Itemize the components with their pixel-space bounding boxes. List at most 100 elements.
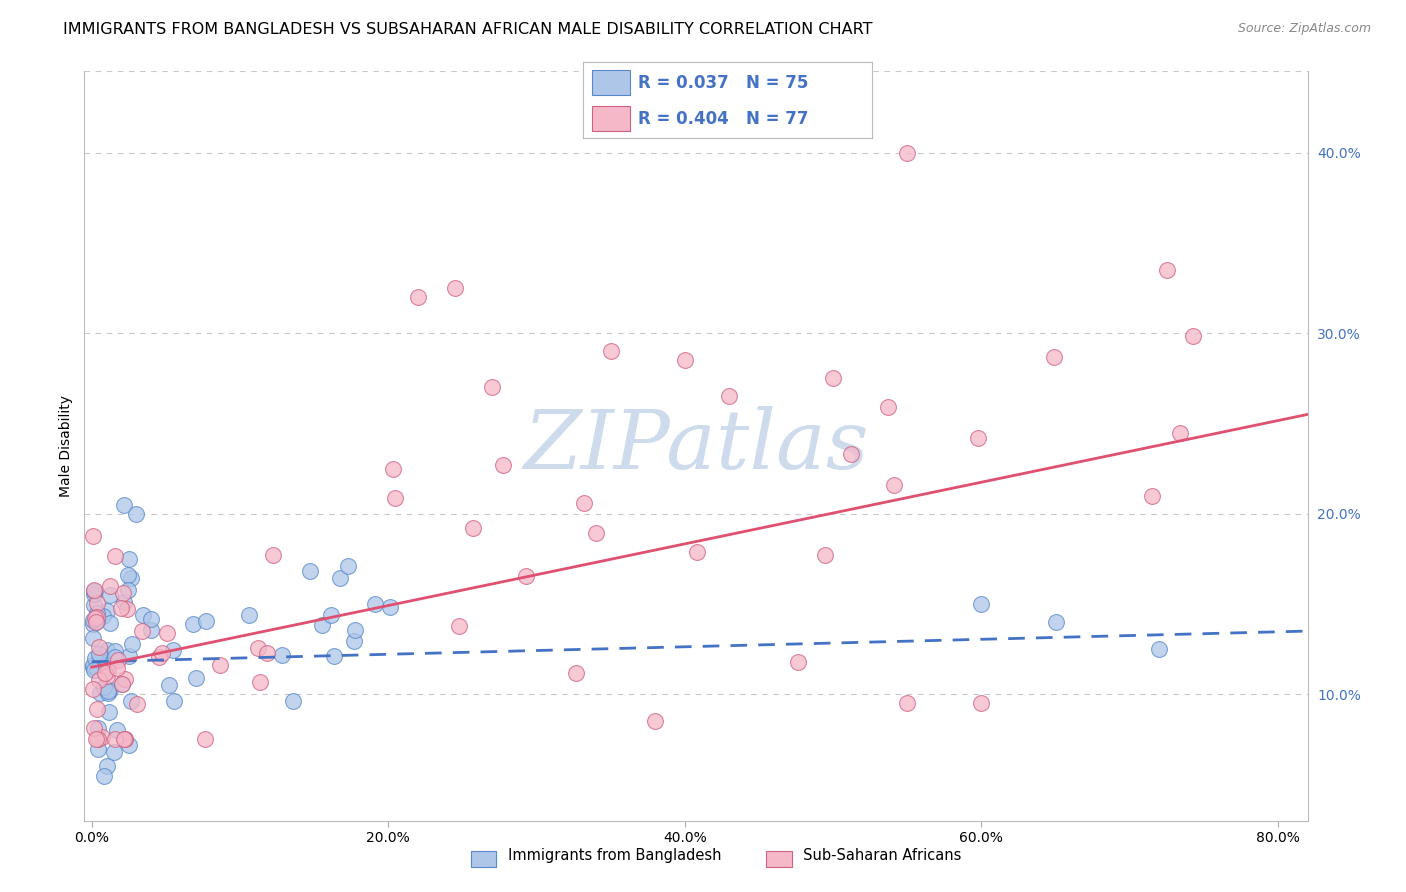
Point xyxy=(96,759,118,773)
Point xyxy=(86,702,108,716)
Point xyxy=(104,644,127,658)
Point xyxy=(111,676,134,690)
Point xyxy=(162,642,184,657)
Point xyxy=(87,732,110,747)
Point xyxy=(125,507,148,521)
Point xyxy=(86,614,108,628)
Point xyxy=(492,458,515,472)
Point xyxy=(813,548,835,562)
Point xyxy=(319,607,342,622)
Point xyxy=(98,588,121,602)
Point xyxy=(84,650,107,665)
Point xyxy=(86,606,108,620)
Point xyxy=(103,745,125,759)
Point xyxy=(117,568,139,582)
Point xyxy=(323,648,346,663)
Text: Source: ZipAtlas.com: Source: ZipAtlas.com xyxy=(1237,22,1371,36)
Point xyxy=(111,585,134,599)
Point xyxy=(384,491,406,505)
Point xyxy=(238,608,260,623)
Point xyxy=(89,673,111,688)
Point xyxy=(1043,351,1066,365)
Point xyxy=(380,599,402,614)
Point xyxy=(823,371,845,385)
Point xyxy=(97,683,120,698)
Point xyxy=(364,597,387,611)
Point xyxy=(89,653,111,667)
Point xyxy=(148,649,170,664)
Point xyxy=(877,401,900,415)
Point xyxy=(115,602,138,616)
Point xyxy=(150,646,173,660)
Point xyxy=(110,601,132,615)
Point xyxy=(118,738,141,752)
Point xyxy=(114,672,136,686)
Point xyxy=(1168,425,1191,440)
Text: Immigrants from Bangladesh: Immigrants from Bangladesh xyxy=(485,848,721,863)
Point xyxy=(343,623,366,637)
Text: ZIPatlas: ZIPatlas xyxy=(523,406,869,486)
Point xyxy=(94,665,117,680)
Point xyxy=(970,696,993,710)
Text: R = 0.037   N = 75: R = 0.037 N = 75 xyxy=(638,74,808,92)
Point xyxy=(98,683,121,698)
Point xyxy=(94,661,117,675)
Point xyxy=(83,599,105,613)
Point xyxy=(281,694,304,708)
Point xyxy=(104,549,127,564)
Point xyxy=(86,663,108,677)
Point xyxy=(1140,489,1163,503)
Point xyxy=(86,732,108,747)
Point xyxy=(839,447,862,461)
Point xyxy=(103,649,125,664)
Point xyxy=(82,659,104,673)
Point xyxy=(121,637,143,651)
Point xyxy=(97,664,120,678)
Point xyxy=(117,582,139,597)
Point xyxy=(82,658,104,673)
Point xyxy=(82,529,104,543)
Point xyxy=(157,678,180,692)
Point xyxy=(896,145,918,160)
Point xyxy=(118,552,141,566)
Point xyxy=(83,587,105,601)
Point xyxy=(564,666,586,681)
Point xyxy=(97,686,120,700)
Point xyxy=(481,380,503,394)
Point xyxy=(298,564,321,578)
Point xyxy=(127,698,149,712)
Point xyxy=(83,663,105,677)
Point xyxy=(114,732,136,747)
Point xyxy=(329,571,352,585)
Point xyxy=(86,610,108,624)
Point xyxy=(83,721,105,735)
Point xyxy=(786,656,808,670)
Point xyxy=(112,732,135,747)
Point xyxy=(105,660,128,674)
Point xyxy=(209,658,232,673)
Point xyxy=(311,618,333,632)
Point xyxy=(194,732,217,747)
Point xyxy=(84,610,107,624)
Point xyxy=(91,609,114,624)
Point xyxy=(406,290,429,304)
Point xyxy=(120,694,142,708)
Point xyxy=(686,545,709,559)
Point xyxy=(131,624,153,638)
Point xyxy=(86,596,108,610)
Point xyxy=(91,649,114,664)
Point xyxy=(82,613,104,627)
Point xyxy=(98,705,121,719)
Point xyxy=(89,686,111,700)
Point xyxy=(270,648,292,662)
Point xyxy=(896,696,918,710)
Point xyxy=(111,677,134,691)
Point xyxy=(1156,262,1178,277)
Point xyxy=(515,569,537,583)
Point xyxy=(82,616,104,631)
Point xyxy=(1181,329,1204,343)
Point xyxy=(444,281,467,295)
Point xyxy=(673,353,696,368)
Point xyxy=(93,680,115,694)
Point xyxy=(96,604,118,618)
